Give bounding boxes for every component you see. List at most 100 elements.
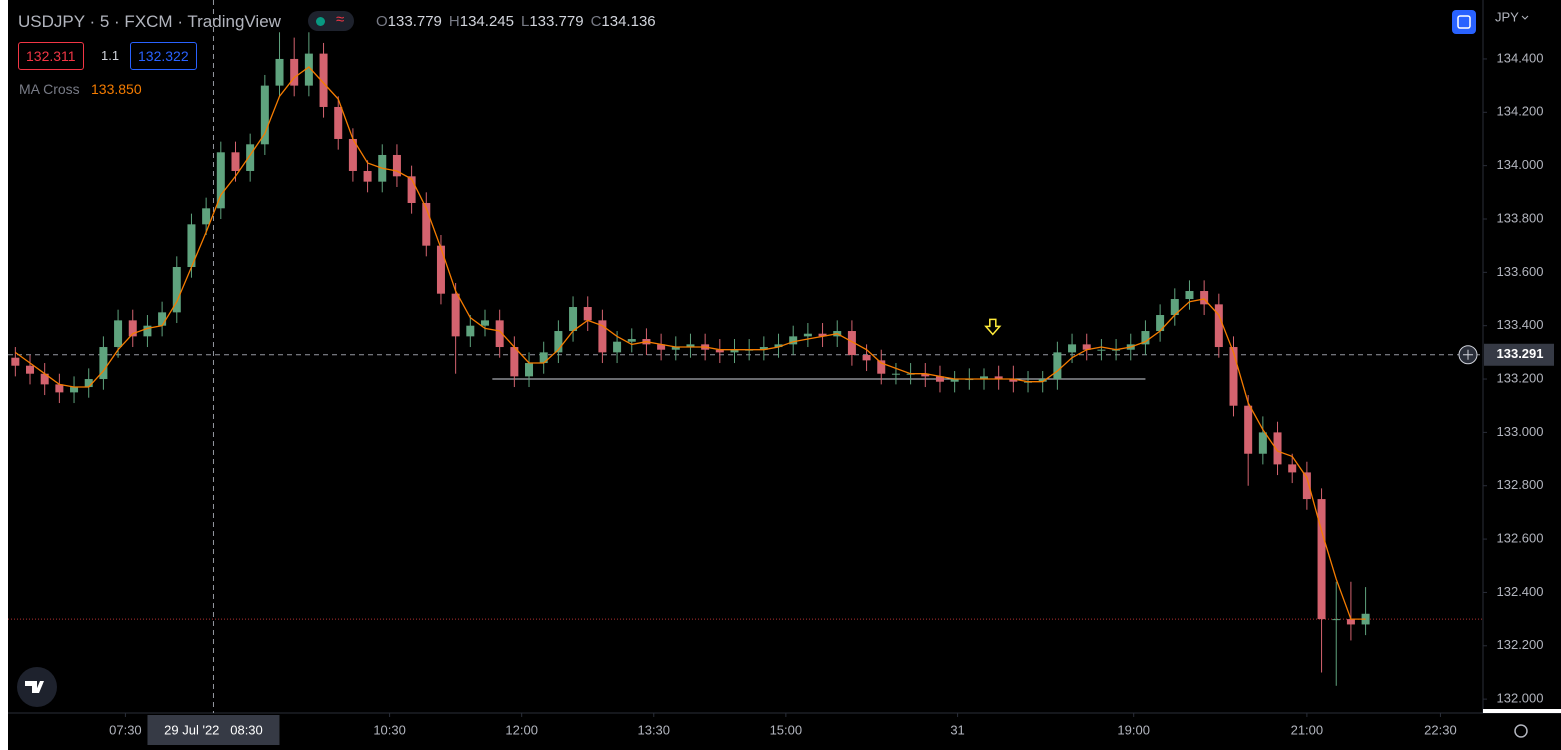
candle-body (569, 307, 578, 332)
y-tick-label: 132.800 (1497, 477, 1544, 492)
candle-body (407, 176, 416, 203)
candle-body (1302, 472, 1311, 500)
x-tick-label: 19:00 (1117, 722, 1150, 737)
candle-body (598, 320, 607, 353)
spread: 1.1 (101, 48, 120, 63)
candle-body (1068, 344, 1077, 353)
candle-body (290, 58, 299, 86)
x-tick-label: 15:00 (770, 722, 803, 737)
candle-body (392, 154, 401, 177)
candle-body (950, 379, 959, 382)
candle-body (759, 347, 768, 350)
crosshair-time-label: 29 Jul '22 08:30 (164, 722, 263, 737)
candle-body (172, 267, 181, 313)
ohlc-value: 134.136 (601, 13, 656, 30)
candle-body (231, 152, 240, 171)
candle-body (1317, 499, 1326, 620)
candle-body (114, 320, 123, 348)
arrow-marker (984, 318, 1002, 336)
candle-body (1038, 379, 1047, 382)
x-tick-label: 21:00 (1291, 722, 1324, 737)
candle-body (1156, 315, 1165, 332)
candle-body (877, 360, 886, 374)
candle-body (363, 170, 372, 182)
crosshair-price-label: 133.291 (1497, 346, 1544, 361)
candle-body (40, 373, 49, 385)
y-tick-label: 133.000 (1497, 424, 1544, 439)
settings-icon[interactable] (1514, 724, 1528, 738)
status-pill: ≈ (308, 11, 354, 31)
candle-body (319, 53, 328, 107)
ma-line (14, 66, 1366, 620)
candle-body (128, 320, 137, 337)
y-tick-label: 134.400 (1497, 50, 1544, 65)
indicator-value: 133.850 (91, 81, 142, 97)
candle-body (730, 349, 739, 353)
indicator-name: MA Cross (19, 81, 80, 97)
candle-body (1273, 432, 1282, 465)
candle-body (1288, 464, 1297, 473)
candle-body (495, 320, 504, 348)
currency[interactable]: JPY (1495, 9, 1519, 24)
sell-button[interactable]: 132.311 (18, 42, 84, 70)
y-tick-label: 133.200 (1497, 370, 1544, 385)
candle-body (436, 245, 445, 294)
candle-body (1258, 432, 1267, 454)
candle-body (1009, 379, 1018, 382)
x-tick-label: 07:30 (109, 722, 142, 737)
candle-body (935, 376, 944, 382)
background (8, 0, 1561, 750)
candle-body (1244, 405, 1253, 454)
candle-body (1346, 619, 1355, 625)
logo-mark (25, 681, 44, 693)
plot (8, 0, 1487, 717)
candle-body (466, 325, 475, 337)
candle-body (1332, 619, 1341, 621)
y-tick-label: 134.200 (1497, 104, 1544, 119)
ohlc-label: O (376, 13, 388, 30)
candle-body (70, 387, 79, 393)
x-tick-label: 31 (950, 722, 964, 737)
x-tick-label: 12:00 (505, 722, 538, 737)
candle-body (26, 365, 35, 374)
fullscreen-icon (1457, 15, 1471, 29)
candle-body (99, 347, 108, 380)
x-tick-label: 10:30 (373, 722, 406, 737)
candle-body (1170, 299, 1179, 316)
candle-body (216, 152, 225, 209)
candle-body (891, 373, 900, 375)
candle-body (818, 333, 827, 337)
candle-body (847, 331, 856, 356)
candle-body (803, 333, 812, 337)
candle-body (84, 379, 93, 388)
candle-body (1214, 304, 1223, 348)
candle-body (554, 331, 563, 353)
ohlc-label: C (590, 13, 602, 30)
candle-body (143, 325, 152, 337)
candle-body (994, 376, 1003, 380)
fullscreen-button[interactable] (1452, 10, 1476, 34)
candle-body (1229, 347, 1238, 406)
candle-body (979, 376, 988, 380)
candle-body (583, 307, 592, 321)
buy-button[interactable]: 132.322 (130, 42, 197, 70)
candle-body (275, 58, 284, 86)
candle-body (613, 341, 622, 353)
ohlc-label: H (448, 13, 460, 30)
y-tick-label: 132.400 (1497, 584, 1544, 599)
candle-body (246, 144, 255, 171)
candle-body (1082, 344, 1091, 350)
candle-body (921, 373, 930, 377)
candle-body (187, 224, 196, 268)
candle-body (422, 202, 431, 246)
candle-body (158, 312, 167, 326)
y-tick-label: 132.000 (1497, 691, 1544, 706)
add-alert-plus (1463, 349, 1473, 360)
y-tick-label: 133.600 (1497, 264, 1544, 279)
ohlc-value: 134.245 (459, 13, 514, 30)
candle-body (11, 357, 20, 366)
candle-body (789, 336, 798, 345)
candle-body (525, 363, 534, 377)
candle-body (1053, 352, 1062, 380)
